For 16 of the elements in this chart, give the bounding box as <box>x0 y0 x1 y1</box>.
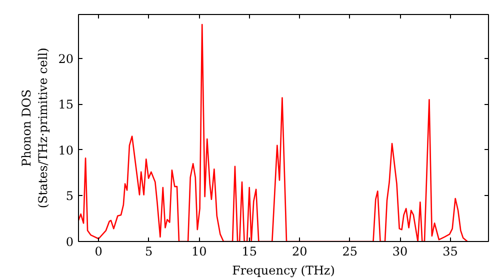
x-tick-label: 10 <box>191 244 207 258</box>
x-tick-label: 15 <box>242 244 257 258</box>
y-axis-title: Phonon DOS (States/THz·primitive cell) <box>19 48 50 208</box>
x-tick-label: 5 <box>145 244 153 258</box>
line-series <box>78 24 468 242</box>
y-tick-label: 10 <box>58 143 74 158</box>
x-tick-label: 35 <box>442 244 458 258</box>
x-tick-label: 25 <box>342 244 358 258</box>
y-tick-label: 0 <box>66 235 74 249</box>
x-axis-title: Frequency (THz) <box>232 264 335 278</box>
x-tick-label: 30 <box>392 244 408 258</box>
y-tick-label: 5 <box>66 189 74 204</box>
y-tick-label: 15 <box>58 98 74 112</box>
y-tick-label: 20 <box>58 52 74 66</box>
x-tick-label: 20 <box>292 244 308 258</box>
x-tick-label: 0 <box>94 244 102 258</box>
